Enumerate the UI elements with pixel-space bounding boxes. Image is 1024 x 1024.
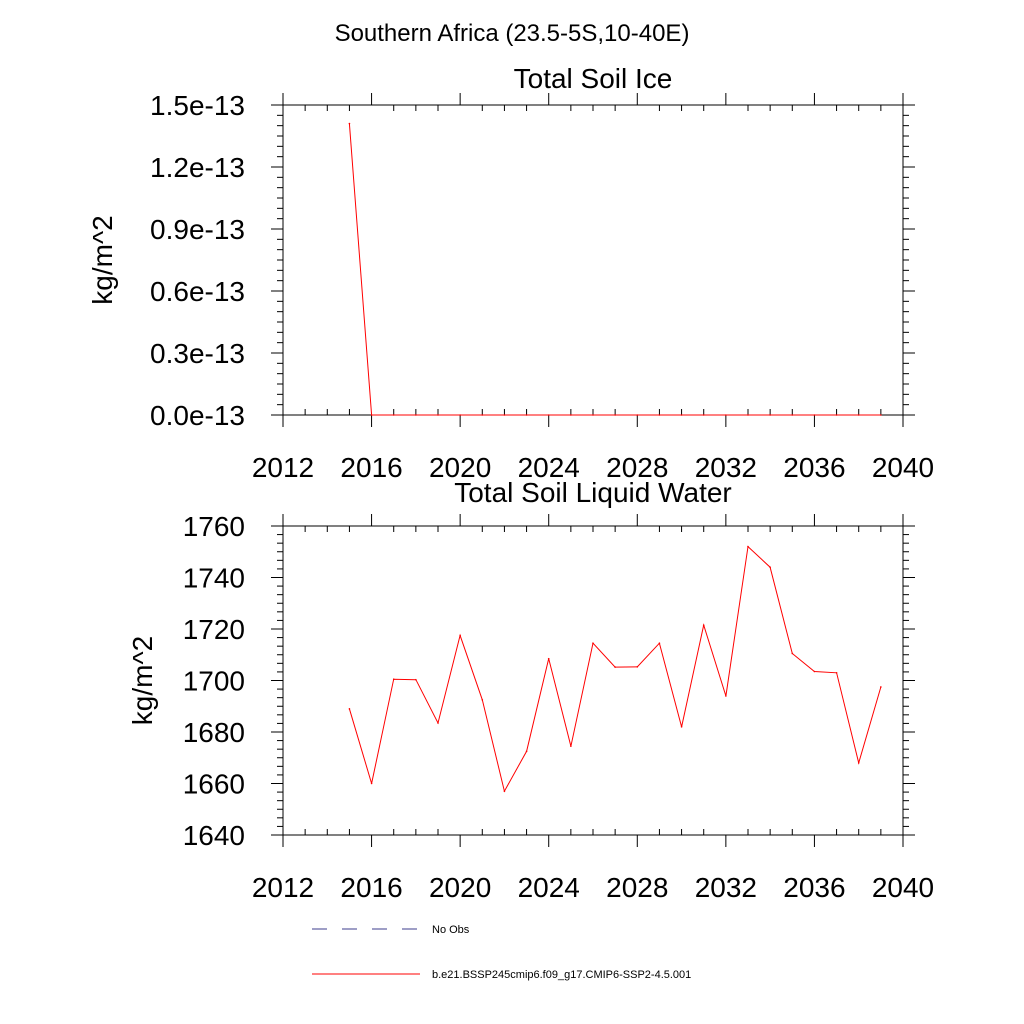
x-tick-label: 2032: [695, 872, 757, 903]
x-tick-label: 2024: [518, 452, 580, 483]
y-tick-label: 1680: [183, 717, 245, 748]
data-point: [525, 414, 528, 416]
data-point: [370, 782, 373, 785]
chart-panel-1: Total Soil Ice kg/m^2 2012 2016 2020 2024 2028…: [87, 63, 934, 483]
data-point: [791, 414, 794, 416]
data-point: [857, 762, 860, 764]
data-point: [437, 722, 439, 724]
data-point: [835, 414, 838, 416]
x-tick-label: 2036: [783, 452, 845, 483]
legend-label-2: b.e21.BSSP245cmip6.f09_g17.CMIP6-SSP2-4.…: [432, 969, 691, 981]
y-tick-label: 0.6e-13: [150, 276, 245, 307]
data-point: [570, 414, 572, 416]
y-tick-label: 0.3e-13: [150, 338, 245, 369]
data-point: [547, 657, 550, 660]
series-line-1: [348, 545, 882, 793]
y-tick-label: 1.5e-13: [150, 90, 245, 121]
data-point: [813, 414, 816, 416]
data-point: [658, 642, 661, 644]
data-point: [725, 414, 727, 416]
data-point: [813, 670, 816, 673]
y-tick-label: 0.0e-13: [150, 400, 245, 431]
data-point: [348, 122, 351, 125]
data-point: [614, 414, 616, 416]
data-point: [636, 414, 639, 416]
plot-frame: [282, 525, 904, 836]
x-tick-label: 2016: [340, 872, 402, 903]
data-point: [680, 414, 683, 416]
page-title: Southern Africa (23.5-5S,10-40E): [335, 20, 690, 47]
data-point: [702, 414, 705, 416]
data-point: [592, 642, 594, 644]
data-point: [636, 666, 639, 668]
data-point: [680, 726, 683, 728]
data-point: [702, 624, 705, 626]
data-point: [415, 414, 417, 416]
data-point: [503, 790, 506, 793]
data-point: [880, 686, 882, 688]
data-point: [747, 414, 749, 416]
chart-panel-2: Total Soil Liquid Water kg/m^2 2012 2016 202…: [127, 477, 934, 903]
y-tick-label: 0.9e-13: [150, 214, 245, 245]
data-point: [614, 666, 616, 668]
y-axis-label: kg/m^2: [127, 636, 158, 725]
data-point: [592, 414, 594, 416]
data-point: [791, 652, 794, 655]
y-tick-label: 1760: [183, 511, 245, 542]
data-point: [835, 671, 838, 674]
plot-frame: [282, 104, 904, 416]
legend-label-1: No Obs: [432, 924, 470, 936]
data-point: [437, 414, 439, 416]
y-tick-label: 1.2e-13: [150, 152, 245, 183]
x-tick-label: 2040: [872, 872, 934, 903]
x-tick-label: 2020: [429, 872, 491, 903]
data-point: [459, 634, 461, 637]
data-point: [481, 699, 484, 701]
data-point: [415, 678, 417, 681]
legend: No Obs b.e21.BSSP245cmip6.f09_g17.CMIP6-S…: [312, 924, 691, 981]
data-point: [547, 414, 550, 416]
y-tick-label: 1700: [183, 666, 245, 697]
data-point: [503, 414, 506, 416]
data-point: [392, 414, 395, 416]
data-point: [459, 414, 461, 416]
data-point: [725, 695, 727, 697]
data-point: [348, 708, 351, 710]
x-tick-label: 2024: [518, 872, 580, 903]
data-point: [570, 745, 572, 747]
data-point: [370, 414, 373, 416]
x-tick-label: 2028: [606, 872, 668, 903]
data-point: [392, 678, 395, 681]
series-line-1: [348, 123, 881, 416]
data-point: [525, 750, 528, 753]
data-point: [769, 566, 771, 568]
x-tick-label: 2036: [783, 872, 845, 903]
x-tick-label: 2012: [252, 452, 314, 483]
y-axis-label: kg/m^2: [87, 215, 118, 304]
chart-title: Total Soil Liquid Water: [454, 477, 732, 508]
y-tick-label: 1640: [183, 820, 245, 851]
x-tick-label: 2032: [695, 452, 757, 483]
y-tick-label: 1720: [183, 614, 245, 645]
data-point: [769, 414, 771, 416]
x-tick-label: 2016: [340, 452, 402, 483]
chart-title: Total Soil Ice: [514, 63, 673, 94]
x-tick-label: 2028: [606, 452, 668, 483]
data-point: [481, 414, 484, 416]
y-tick-label: 1740: [183, 563, 245, 594]
x-tick-label: 2012: [252, 872, 314, 903]
data-point: [658, 414, 661, 416]
x-tick-label: 2040: [872, 452, 934, 483]
data-point: [747, 545, 749, 548]
data-point: [880, 414, 882, 416]
y-tick-label: 1660: [183, 769, 245, 800]
data-point: [857, 414, 860, 416]
x-tick-label: 2020: [429, 452, 491, 483]
